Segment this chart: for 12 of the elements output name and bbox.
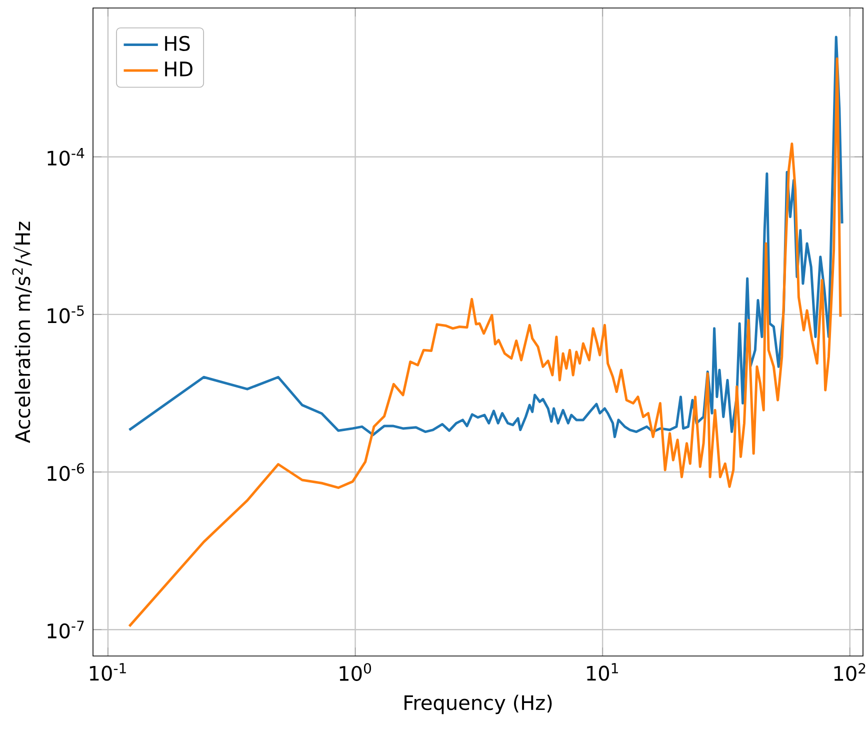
x-tick-label: 10$^{0}$ bbox=[340, 663, 372, 681]
y-axis-title: Acceleration m/s$^{2}$/√Hz bbox=[12, 222, 32, 443]
legend-label: HS bbox=[165, 36, 190, 51]
x-tick-label: 10$^{-1}$ bbox=[90, 663, 126, 681]
y-tick-label: 10$^{-6}$ bbox=[48, 463, 84, 481]
legend-label: HD bbox=[165, 62, 192, 76]
y-tick-label: 10$^{-4}$ bbox=[48, 148, 84, 166]
y-tick-label: 10$^{-5}$ bbox=[48, 306, 84, 324]
x-tick-label: 10$^{1}$ bbox=[587, 663, 618, 681]
y-tick-label: 10$^{-7}$ bbox=[48, 620, 84, 638]
x-tick-label: 10$^{2}$ bbox=[834, 663, 866, 681]
x-axis-title: Frequency (Hz) bbox=[404, 694, 552, 714]
